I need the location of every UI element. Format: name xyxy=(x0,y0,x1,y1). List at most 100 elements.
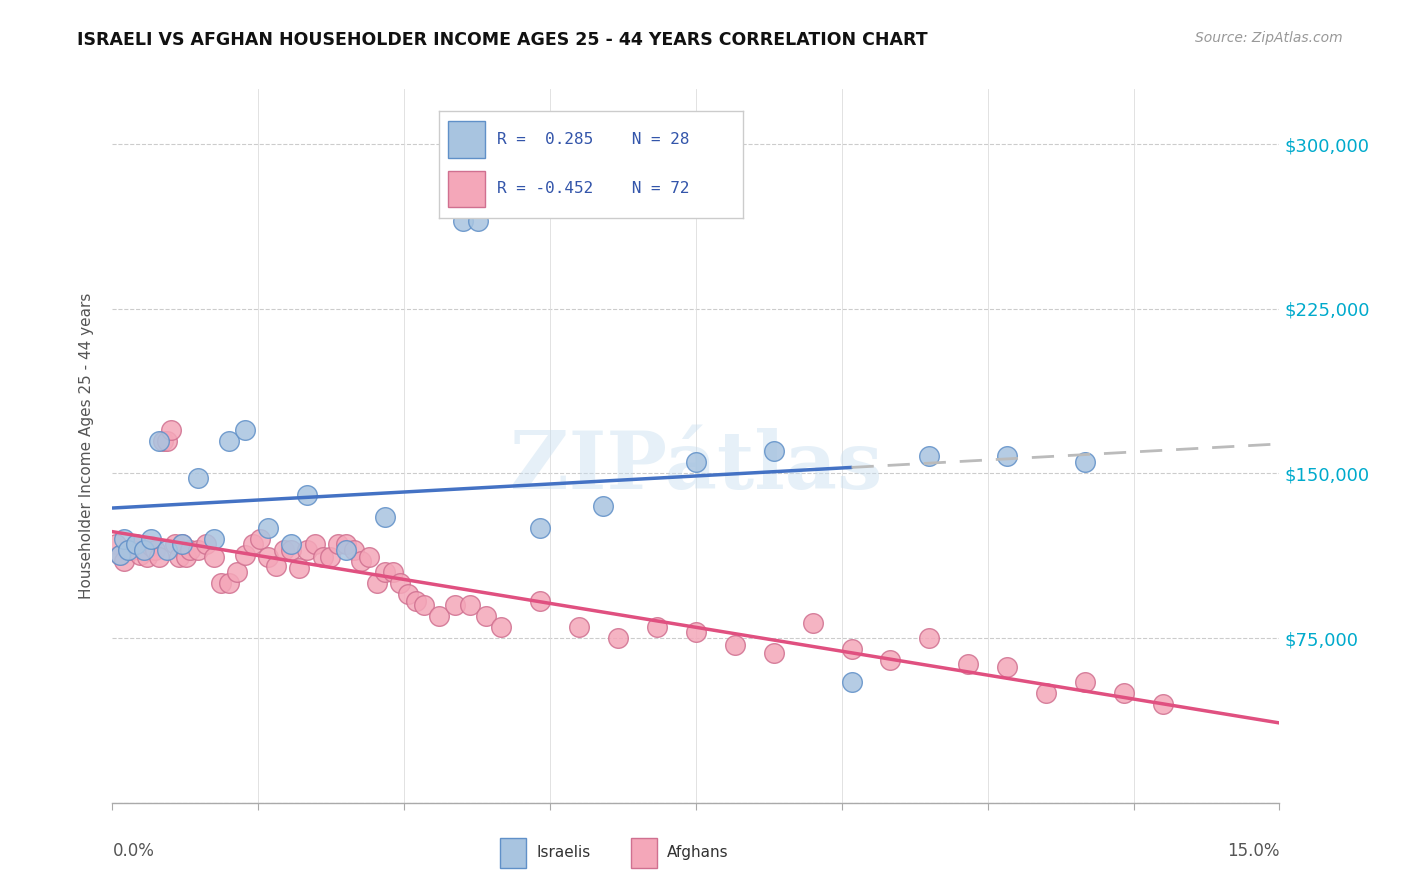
Point xyxy=(685,455,707,469)
Point xyxy=(242,537,264,551)
Point xyxy=(957,657,980,672)
Point xyxy=(529,521,551,535)
Point xyxy=(187,543,209,558)
Point xyxy=(226,566,249,580)
Point xyxy=(167,549,190,564)
Point xyxy=(475,609,498,624)
Point xyxy=(202,549,225,564)
Point xyxy=(412,598,434,612)
Point xyxy=(685,624,707,639)
Point xyxy=(451,214,474,228)
Point xyxy=(288,561,311,575)
Point xyxy=(326,537,349,551)
Point xyxy=(280,543,302,558)
Point xyxy=(257,521,280,535)
Point xyxy=(396,587,419,601)
Point xyxy=(148,549,170,564)
Point xyxy=(257,549,280,564)
Point xyxy=(148,434,170,448)
Point xyxy=(918,449,941,463)
Text: ISRAELI VS AFGHAN HOUSEHOLDER INCOME AGES 25 - 44 YEARS CORRELATION CHART: ISRAELI VS AFGHAN HOUSEHOLDER INCOME AGE… xyxy=(77,31,928,49)
Point xyxy=(1074,455,1097,469)
Point xyxy=(156,543,179,558)
Point xyxy=(491,620,513,634)
Point xyxy=(841,675,863,690)
Point xyxy=(366,576,388,591)
Point xyxy=(176,549,198,564)
Point xyxy=(607,631,630,645)
Point xyxy=(1074,675,1097,690)
Point xyxy=(724,638,747,652)
Point xyxy=(374,566,396,580)
Point xyxy=(427,609,450,624)
Point xyxy=(359,549,381,564)
Point xyxy=(343,543,366,558)
Point xyxy=(163,537,186,551)
Point xyxy=(121,543,143,558)
Point xyxy=(295,543,318,558)
Point xyxy=(335,537,357,551)
Point xyxy=(112,554,135,568)
Point xyxy=(194,537,217,551)
Point xyxy=(152,434,174,448)
Point xyxy=(995,659,1018,673)
Point xyxy=(295,488,318,502)
Point xyxy=(645,620,668,634)
Point xyxy=(762,647,785,661)
Point xyxy=(218,434,240,448)
Point xyxy=(141,533,163,547)
Point xyxy=(141,539,163,553)
Point xyxy=(319,549,342,564)
Point xyxy=(264,558,287,573)
Point xyxy=(280,537,302,551)
Point xyxy=(136,549,159,564)
Point xyxy=(1152,697,1174,711)
Point xyxy=(172,537,194,551)
Point xyxy=(918,631,941,645)
Point xyxy=(249,533,271,547)
Point xyxy=(172,537,194,551)
Point xyxy=(132,543,155,558)
Point xyxy=(443,598,465,612)
Point xyxy=(202,533,225,547)
Point xyxy=(105,537,128,551)
Point xyxy=(304,537,326,551)
Point xyxy=(381,566,404,580)
Point xyxy=(110,548,132,562)
Point xyxy=(273,543,295,558)
Point xyxy=(110,548,132,562)
Point xyxy=(1112,686,1135,700)
Point xyxy=(405,594,427,608)
Point xyxy=(117,543,139,558)
Point xyxy=(156,434,179,448)
Text: 0.0%: 0.0% xyxy=(112,842,155,860)
Point xyxy=(128,548,150,562)
Point xyxy=(1035,686,1057,700)
Point xyxy=(233,548,256,562)
Point xyxy=(179,543,201,558)
Point xyxy=(112,533,135,547)
Point xyxy=(568,620,591,634)
Text: Source: ZipAtlas.com: Source: ZipAtlas.com xyxy=(1195,31,1343,45)
Point xyxy=(467,214,489,228)
Point xyxy=(125,537,148,551)
Point xyxy=(160,423,183,437)
Point xyxy=(374,510,396,524)
Point xyxy=(801,615,824,630)
Text: ZIPátlas: ZIPátlas xyxy=(510,428,882,507)
Point xyxy=(132,543,155,558)
Point xyxy=(311,549,333,564)
Point xyxy=(389,576,412,591)
Point xyxy=(125,539,148,553)
Point xyxy=(233,423,256,437)
Point xyxy=(529,594,551,608)
Y-axis label: Householder Income Ages 25 - 44 years: Householder Income Ages 25 - 44 years xyxy=(79,293,94,599)
Point xyxy=(218,576,240,591)
Point xyxy=(209,576,232,591)
Point xyxy=(117,543,139,558)
Point xyxy=(143,543,166,558)
Point xyxy=(762,444,785,458)
Text: 15.0%: 15.0% xyxy=(1227,842,1279,860)
Point xyxy=(841,642,863,657)
Point xyxy=(592,500,614,514)
